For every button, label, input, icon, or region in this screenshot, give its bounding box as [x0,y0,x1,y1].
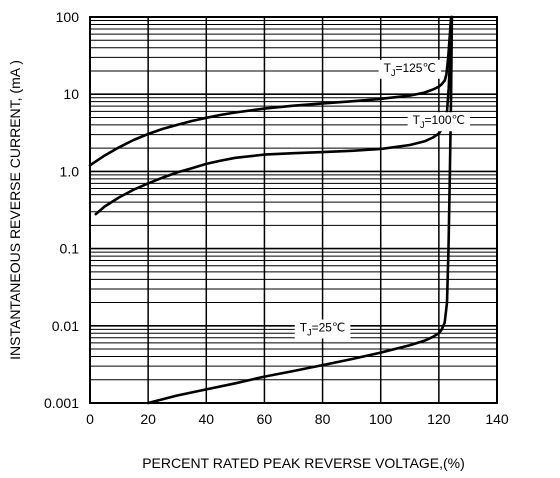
x-tick-label: 0 [86,411,94,427]
plot-frame [89,16,498,404]
x-tick-label: 60 [257,411,273,427]
x-tick-label: 100 [369,411,393,427]
annotation-text: TJ=25℃ [300,321,346,338]
x-axis-label: PERCENT RATED PEAK REVERSE VOLTAGE,(%) [142,455,465,471]
annotations-group: TJ=125℃ TJ=100℃ TJ=25℃ [294,59,471,339]
ticks-group: 0 20 40 60 80 100 120 140 0.001 0.01 0.1 1.0 10 100 [44,9,509,427]
y-tick-label: 10 [63,86,79,102]
grid [90,17,497,403]
y-axis-label: INSTANTANEOUS REVERSE CURRENT, (mA ) [7,60,23,360]
annotation-box [378,59,441,79]
series-line-1 [88,15,454,167]
curve-annotation: TJ=100℃ [407,112,471,132]
x-tick-label: 80 [315,411,331,427]
annotation-text: TJ=125℃ [384,61,436,78]
y-tick-label: 0.001 [44,395,79,411]
series-line-3 [146,15,454,405]
y-tick-label: 1.0 [60,163,80,179]
x-tick-label: 20 [140,411,156,427]
curve-annotation: TJ=125℃ [378,59,441,79]
y-tick-label: 0.1 [60,241,80,257]
annotation-box [407,112,471,132]
x-tick-label: 40 [198,411,214,427]
y-tick-label: 0.01 [52,318,79,334]
x-tick-label: 120 [427,411,451,427]
y-tick-label: 100 [56,9,80,25]
x-tick-label: 140 [485,411,509,427]
annotation-text: TJ=100℃ [413,113,465,130]
annotation-box [294,319,351,339]
curve-annotation: TJ=25℃ [294,319,351,339]
